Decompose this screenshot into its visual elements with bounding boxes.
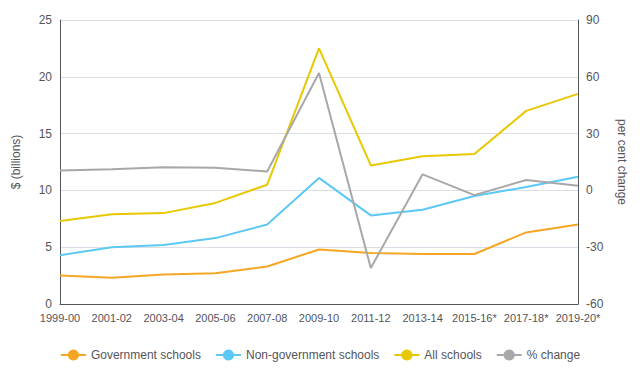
svg-text:30: 30 (586, 127, 600, 141)
svg-text:per cent change: per cent change (615, 119, 629, 205)
svg-text:0: 0 (586, 183, 593, 197)
svg-text:2015-16*: 2015-16* (452, 312, 497, 324)
svg-text:1999-00: 1999-00 (40, 312, 80, 324)
svg-text:90: 90 (586, 13, 600, 27)
svg-text:10: 10 (39, 183, 53, 197)
svg-text:2017-18*: 2017-18* (504, 312, 549, 324)
svg-text:2009-10: 2009-10 (299, 312, 339, 324)
svg-text:2019-20*: 2019-20* (556, 312, 601, 324)
svg-text:5: 5 (45, 240, 52, 254)
svg-text:20: 20 (39, 70, 53, 84)
svg-text:2013-14: 2013-14 (402, 312, 442, 324)
svg-text:2007-08: 2007-08 (247, 312, 287, 324)
svg-text:2001-02: 2001-02 (92, 312, 132, 324)
svg-text:60: 60 (586, 70, 600, 84)
svg-text:25: 25 (39, 13, 53, 27)
svg-text:2005-06: 2005-06 (195, 312, 235, 324)
svg-text:-60: -60 (586, 297, 604, 311)
svg-text:2003-04: 2003-04 (143, 312, 183, 324)
svg-text:Government schools: Government schools (91, 348, 201, 362)
svg-text:Non-government schools: Non-government schools (246, 348, 379, 362)
svg-text:2011-12: 2011-12 (351, 312, 391, 324)
svg-text:% change: % change (527, 348, 581, 362)
svg-text:-30: -30 (586, 240, 604, 254)
svg-text:All schools: All schools (424, 348, 481, 362)
svg-text:$ (billions): $ (billions) (9, 135, 23, 190)
svg-text:15: 15 (39, 127, 53, 141)
svg-text:0: 0 (45, 297, 52, 311)
